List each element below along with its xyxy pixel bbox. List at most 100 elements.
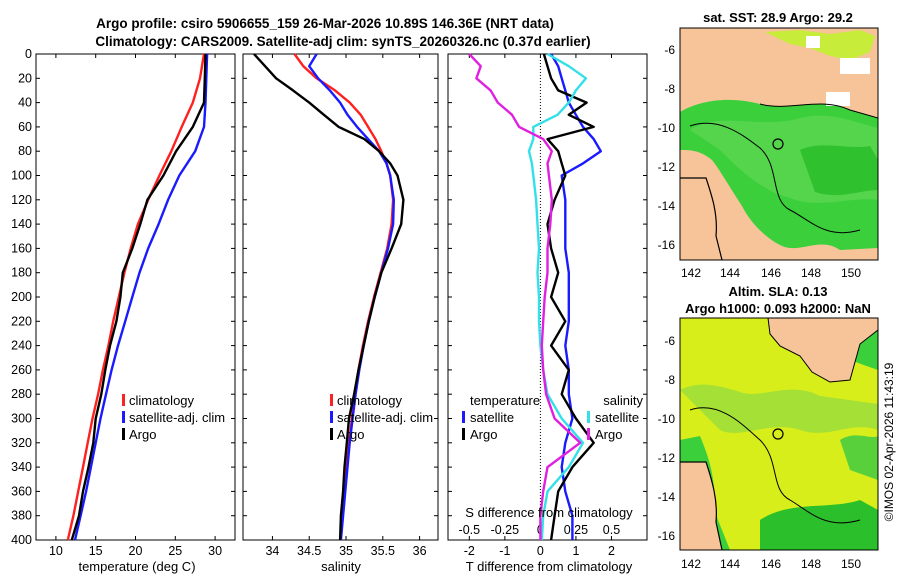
y-tick-label: 340 (11, 460, 32, 474)
y-tick-label: -8 (664, 82, 675, 96)
cape-york-land (680, 462, 722, 550)
y-tick-label: 200 (11, 290, 32, 304)
series-line-climatology (66, 53, 206, 541)
legend-label-t-argo: Argo (470, 427, 497, 442)
series-line-argo (253, 53, 405, 541)
x-tick-label: 144 (720, 266, 740, 280)
y-tick-label: 400 (11, 533, 32, 547)
map-frame (679, 27, 879, 261)
x-tick-label: -1 (499, 544, 510, 558)
y-tick-label: -16 (658, 238, 676, 252)
x-tick-label: 142 (681, 266, 701, 280)
legend-label-s-argo: Argo (595, 427, 622, 442)
y-tick-label: -6 (664, 43, 675, 57)
coastline (767, 318, 878, 383)
series-line-salinity-satellite (527, 52, 588, 541)
y-tick-label: 120 (11, 193, 32, 207)
difference-xlabel: T difference from climatology (466, 559, 633, 574)
series-line-temperature-satellite (550, 53, 602, 540)
x-tick-label: 15 (89, 544, 103, 558)
s-x-tick-label: 0.25 (564, 523, 588, 537)
y-tick-label: 100 (11, 169, 32, 183)
legend-header-salinity: salinity (603, 393, 643, 408)
coastline (759, 103, 878, 119)
sla-map-title-line-2: Argo h1000: 0.093 h2000: NaN (685, 301, 871, 316)
y-tick-label: 20 (18, 71, 32, 85)
sst-map-title: sat. SST: 28.9 Argo: 29.2 (703, 10, 853, 25)
map-frame (679, 317, 879, 551)
warm-water-core (800, 145, 878, 196)
y-tick-label: -10 (658, 412, 676, 426)
x-tick-label: 36 (413, 544, 427, 558)
temperature-legend: climatology satellite-adj. clim Argo (122, 393, 225, 442)
legend-swatch-argo (122, 428, 125, 440)
y-tick-label: 180 (11, 266, 32, 280)
x-tick-label: 2 (608, 544, 615, 558)
figure-title-line-1: Argo profile: csiro 5906655_159 26-Mar-2… (96, 16, 554, 31)
y-tick-label: -14 (658, 199, 676, 213)
salinity-xlabel: salinity (321, 559, 361, 574)
y-tick-label: 40 (18, 96, 32, 110)
legend-swatch-t-satellite (462, 411, 465, 423)
y-tick-label: 220 (11, 314, 32, 328)
sla-map-title-line-1: Altim. SLA: 0.13 (729, 284, 828, 299)
new-guinea-land (768, 318, 878, 382)
y-tick-label: -12 (658, 160, 676, 174)
y-tick-label: -8 (664, 373, 675, 387)
legend-label-s-satellite: satellite (595, 410, 639, 425)
y-tick-label: 80 (18, 144, 32, 158)
y-tick-label: 360 (11, 484, 32, 498)
missing-data (840, 58, 870, 74)
x-tick-label: 1 (572, 544, 579, 558)
difference-legend: temperature salinity satellite Argo sate… (462, 393, 643, 442)
sla-map-axes: -6 -8 -10 -12 -14 -16 142 144 146 148 15… (658, 334, 862, 571)
y-tick-label: -14 (658, 490, 676, 504)
sst-map (679, 27, 879, 261)
mid-sla-band (680, 384, 878, 433)
y-tick-label: 280 (11, 387, 32, 401)
coastline (680, 461, 723, 550)
x-tick-label: 10 (49, 544, 63, 558)
cape-york-land (680, 178, 722, 260)
legend-label-climatology: climatology (129, 393, 195, 408)
y-tick-label: 240 (11, 339, 32, 353)
y-tick-label: 140 (11, 217, 32, 231)
y-tick-label: -12 (658, 451, 676, 465)
legend-swatch-s-argo (587, 428, 590, 440)
float-position-marker (772, 428, 784, 440)
legend-swatch-climatology (122, 394, 125, 406)
s-x-tick-label: -0.25 (491, 523, 520, 537)
legend-swatch-satellite-clim (122, 411, 125, 423)
legend-label-satellite-clim: satellite-adj. clim (337, 410, 433, 425)
x-tick-label: 25 (168, 544, 182, 558)
x-tick-label: 20 (129, 544, 143, 558)
y-tick-label: 300 (11, 412, 32, 426)
legend-label-argo: Argo (129, 427, 156, 442)
x-tick-label: 150 (841, 266, 861, 280)
figure-title-line-2: Climatology: CARS2009. Satellite-adj cli… (95, 34, 590, 49)
y-tick-label: 320 (11, 436, 32, 450)
missing-data (826, 92, 850, 106)
temperature-panel: 0 20 40 60 80 100 120 140 160 180 200 220 240 260 280 3… (11, 47, 236, 558)
series-line-argo (70, 53, 207, 541)
temperature-xlabel: temperature (deg C) (78, 559, 195, 574)
difference-xlabel-top: S difference from climatology (465, 505, 633, 520)
salinity-legend: climatology satellite-adj. clim Argo (330, 393, 433, 442)
y-tick-label: 160 (11, 241, 32, 255)
legend-swatch-argo (330, 428, 333, 440)
x-tick-label: 35 (339, 544, 353, 558)
legend-swatch-t-argo (462, 428, 465, 440)
series-line-satellite-adj-clim (73, 53, 209, 541)
legend-swatch-satellite-clim (330, 411, 333, 423)
series-line-salinity-argo (468, 53, 582, 540)
y-tick-label: -10 (658, 121, 676, 135)
x-tick-label: 35.5 (371, 544, 395, 558)
s-x-tick-label: -0.5 (459, 523, 481, 537)
difference-panel: -2 -1 0 1 2-0.5 -0.25 0 0.25 0.5 (447, 52, 648, 558)
x-tick-label: -2 (464, 544, 475, 558)
x-tick-label: 30 (208, 544, 222, 558)
legend-label-argo: Argo (337, 427, 364, 442)
legend-header-temperature: temperature (470, 393, 540, 408)
sst-map-axes: -6 -8 -10 -12 -14 -16 142 144 146 148 15… (658, 43, 862, 280)
